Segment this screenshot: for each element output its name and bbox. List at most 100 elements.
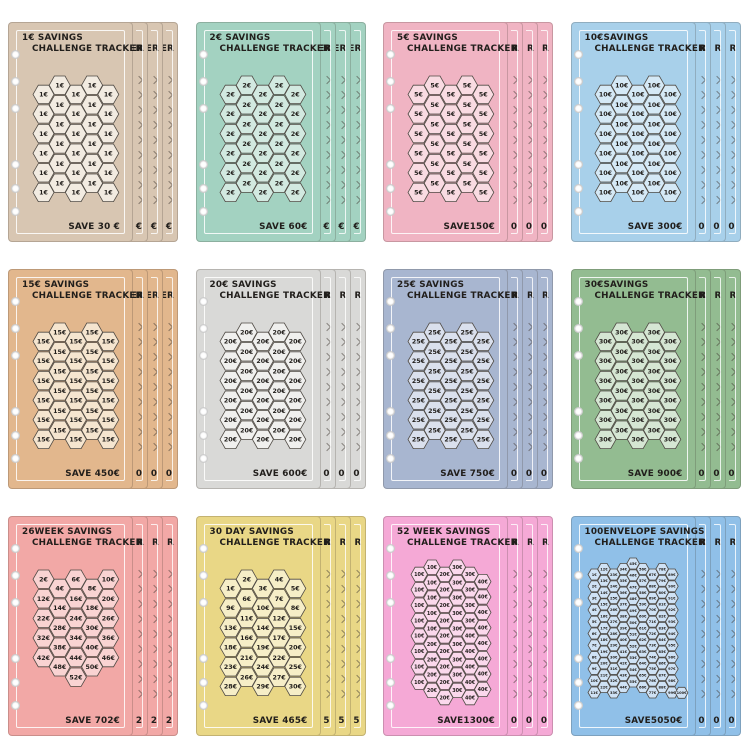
hex-cell-label: 20€ bbox=[240, 369, 253, 376]
hex-edge-chevron bbox=[164, 180, 174, 190]
stacked-page-hex-edges bbox=[322, 322, 331, 452]
hex-edge-chevron bbox=[509, 165, 519, 175]
binder-hole bbox=[573, 544, 583, 553]
hex-cell-label: 7€ bbox=[275, 596, 284, 603]
hex-edge-chevron bbox=[712, 397, 721, 407]
hex-cell-label: 30€ bbox=[615, 369, 628, 376]
stacked-page-title-fragment: R bbox=[152, 538, 159, 548]
hex-edge-chevron bbox=[352, 674, 361, 684]
hex-edge-chevron bbox=[352, 614, 361, 624]
stacked-page-save-fragment: 0 bbox=[135, 469, 142, 479]
honeycomb-grid: 25€25€25€25€25€25€25€25€25€25€25€25€25€2… bbox=[407, 322, 494, 449]
hex-cell-label: 10€ bbox=[615, 82, 628, 89]
honeycomb-grid: 10€10€10€10€10€10€10€10€10€10€10€10€10€1… bbox=[594, 75, 682, 202]
hex-edge-chevron bbox=[697, 674, 706, 684]
hex-cell-label: 83€ bbox=[659, 626, 667, 630]
hex-edge-chevron bbox=[352, 180, 361, 190]
stacked-page-hex-edges bbox=[337, 322, 346, 452]
hex-edge-chevron bbox=[134, 135, 144, 145]
card-title-line1: 2€ SAVINGS bbox=[209, 33, 271, 43]
hex-edge-chevron bbox=[727, 165, 736, 175]
hex-cell-label: 74€ bbox=[649, 655, 657, 659]
hex-cell-label: 6€ bbox=[592, 632, 598, 636]
hex-edge-chevron bbox=[524, 569, 534, 579]
hex-cell-label: 54€ bbox=[629, 668, 637, 672]
hex-cell bbox=[665, 639, 679, 652]
binder-hole bbox=[386, 431, 395, 440]
hex-cell-label: 18€ bbox=[85, 605, 98, 612]
hex-cell-label: 10€ bbox=[426, 627, 437, 633]
stacked-page-save-fragment: 0 bbox=[540, 469, 547, 479]
hex-cell bbox=[284, 429, 307, 449]
card-title-line1: 25€ SAVINGS bbox=[397, 280, 465, 290]
hex-edge-chevron bbox=[337, 659, 346, 669]
hex-edge-chevron bbox=[337, 599, 346, 609]
hex-edge-chevron bbox=[697, 135, 706, 145]
honeycomb-grid: 2€ 2€ 2€ 2€ 2€ 2€ 2€ 2€ 2€ 2€ 2€ 2€ 2€ 2€ 2€ 2€ 2€ 2€ 2€ 2€… bbox=[219, 75, 307, 202]
hex-cell-label: 97€ bbox=[668, 667, 676, 671]
hex-edge-chevron bbox=[164, 90, 174, 100]
hex-edge-chevron bbox=[322, 659, 331, 669]
honeycomb-grid: 15€15€15€15€15€15€15€15€15€15€15€15€15€1… bbox=[32, 322, 119, 449]
hex-cell bbox=[473, 573, 491, 590]
binder-hole bbox=[573, 160, 583, 169]
save-amount-label: SAVE 300€ bbox=[627, 222, 683, 232]
hex-cell-label: 20€ bbox=[439, 649, 450, 655]
hex-edge-chevron bbox=[352, 337, 361, 347]
hex-edge-chevron bbox=[712, 629, 721, 639]
hex-edge-chevron bbox=[524, 382, 534, 392]
hex-cell-label: 5€ bbox=[462, 161, 471, 168]
hex-edge-chevron bbox=[322, 629, 331, 639]
hex-edge-chevron bbox=[149, 352, 159, 362]
hex-edge-chevron bbox=[697, 397, 706, 407]
hex-edge-chevron bbox=[697, 322, 706, 332]
hex-edge-chevron bbox=[697, 90, 706, 100]
hex-edge-chevron bbox=[524, 75, 534, 85]
hex-cell-label: 30€ bbox=[631, 358, 644, 365]
stacked-page-title-fragment: R bbox=[542, 291, 549, 301]
hex-edge-chevron bbox=[337, 442, 346, 452]
stacked-page-title-fragment: R bbox=[512, 291, 519, 301]
hex-edge-chevron bbox=[712, 90, 721, 100]
hex-cell-label: 20€ bbox=[224, 417, 237, 424]
hex-cell-label: 73€ bbox=[649, 644, 657, 648]
hex-cell-label: 15€ bbox=[85, 427, 98, 434]
hex-cell-label: 30€ bbox=[599, 397, 612, 404]
binder-hole bbox=[386, 571, 395, 580]
hex-cell bbox=[665, 627, 679, 640]
hex-cell-label: 59€ bbox=[639, 603, 647, 607]
hex-cell-label: 25€ bbox=[428, 427, 441, 434]
hex-edge-chevron bbox=[164, 584, 174, 594]
hex-cell-label: 20€ bbox=[101, 596, 114, 603]
hex-cell bbox=[471, 351, 494, 371]
hex-cell-label: 10€ bbox=[414, 603, 425, 609]
hex-cell-label: 2€ bbox=[242, 180, 251, 187]
hex-cell-label: 10€ bbox=[631, 170, 644, 177]
hex-cell-label: 30€ bbox=[615, 408, 628, 415]
hex-edge-chevron bbox=[712, 367, 721, 377]
hex-cell-label: 20€ bbox=[273, 369, 286, 376]
hex-cell-label: 72€ bbox=[649, 632, 657, 636]
hex-cell-label: 25€ bbox=[476, 358, 489, 365]
hex-cell bbox=[659, 371, 682, 391]
hex-cell bbox=[471, 104, 494, 124]
hex-edge-chevron bbox=[697, 180, 706, 190]
stacked-page-hex-edges bbox=[134, 569, 144, 699]
hex-cell bbox=[96, 351, 119, 371]
hex-edge-chevron bbox=[509, 120, 519, 130]
binder-hole bbox=[198, 297, 208, 306]
hex-cell-label: 40€ bbox=[477, 656, 488, 662]
hex-edge-chevron bbox=[712, 165, 721, 175]
hex-edge-chevron bbox=[524, 195, 534, 205]
hex-edge-chevron bbox=[337, 75, 346, 85]
hex-edge-chevron bbox=[164, 367, 174, 377]
hex-cell-label: 22€ bbox=[37, 616, 50, 623]
hex-cell-label: 19€ bbox=[600, 650, 608, 654]
binder-hole bbox=[198, 50, 208, 59]
hex-edge-chevron bbox=[509, 629, 519, 639]
hex-cell-label: 25€ bbox=[476, 339, 489, 346]
card-title-line2: CHALLENGE TRACKER bbox=[219, 291, 331, 301]
hex-cell-label: 25€ bbox=[289, 664, 302, 671]
binder-hole bbox=[386, 160, 395, 169]
hex-cell-label: 30€ bbox=[599, 417, 612, 424]
